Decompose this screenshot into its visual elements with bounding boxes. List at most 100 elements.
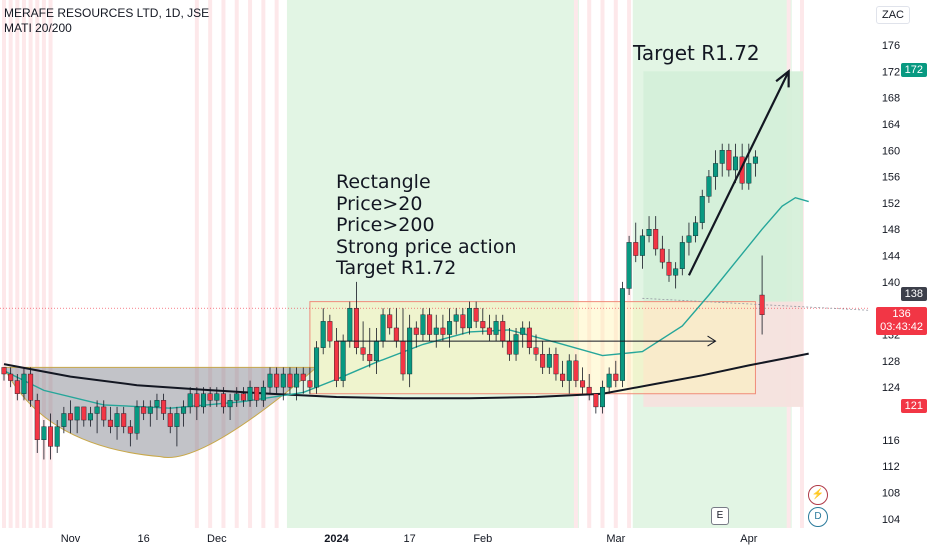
candle (274, 367, 280, 394)
candle-body (134, 406, 140, 434)
target-price-tag: 172 (900, 63, 927, 78)
candle-body (719, 150, 725, 164)
candle (28, 367, 34, 407)
candle-body (653, 229, 659, 250)
candle-body (420, 314, 426, 335)
candle (427, 308, 433, 342)
candle (67, 400, 73, 434)
candle (659, 235, 665, 269)
x-tick-label: Mar (606, 533, 625, 545)
trend-arrowhead (775, 69, 790, 88)
candle (540, 341, 546, 374)
candle (493, 314, 499, 342)
candle (580, 367, 586, 394)
candle-body (94, 406, 100, 414)
candle (646, 216, 652, 243)
candle-body (387, 314, 393, 329)
candle (633, 222, 639, 263)
candle-body (194, 393, 200, 408)
candle-body (726, 150, 732, 171)
candle (101, 400, 107, 427)
bear-zone-band (234, 0, 239, 528)
bear-zone-band (28, 0, 33, 528)
stop-price-tag: 121 (900, 398, 927, 413)
bear-zone-band (8, 0, 13, 528)
ma200-line (3, 352, 809, 400)
candle-body (480, 321, 486, 329)
y-tick-label: 140 (882, 277, 900, 289)
candle-body (154, 400, 160, 408)
x-axis-panel (0, 528, 932, 550)
projection-arrowhead (707, 335, 717, 347)
candle-body (307, 380, 313, 388)
candle-body (207, 393, 213, 401)
candle-body (21, 373, 27, 394)
candle (21, 367, 27, 401)
candle (520, 321, 526, 348)
trend-arrow (687, 70, 790, 276)
candle-body (613, 373, 619, 381)
candle-body (400, 340, 406, 375)
candle-body (533, 347, 539, 355)
candle (606, 367, 612, 394)
candle-body (67, 413, 73, 421)
candle (254, 386, 260, 407)
candle (653, 216, 659, 256)
currency-button[interactable]: ZAC (876, 6, 910, 24)
candle (726, 143, 732, 177)
candle (693, 216, 699, 243)
bear-zone-band (48, 0, 53, 528)
candle (14, 374, 20, 401)
y-axis-panel (870, 0, 932, 550)
x-tick-label: 17 (404, 533, 416, 545)
candle (240, 387, 246, 407)
candle (167, 406, 173, 434)
candle (367, 327, 373, 368)
dividend-badge[interactable]: D (808, 507, 828, 527)
candle (586, 374, 592, 401)
y-tick-label: 152 (882, 198, 900, 210)
candle-body (573, 360, 579, 381)
candle-body (14, 380, 20, 394)
candle (200, 387, 206, 414)
candle-body (586, 386, 592, 394)
bear-zone-band (248, 0, 253, 528)
candle-body (413, 327, 419, 335)
flash-icon[interactable]: ⚡ (808, 485, 828, 505)
candle-body (699, 196, 705, 223)
y-tick-label: 172 (882, 66, 900, 78)
candle-body (639, 235, 645, 256)
candle-body (247, 386, 253, 401)
candle (593, 393, 599, 414)
candle-body (566, 360, 572, 381)
candle (639, 229, 645, 269)
x-tick-label: Dec (207, 533, 227, 545)
candle-body (267, 373, 273, 388)
candle-body (54, 426, 60, 447)
indicator-label[interactable]: MATI 20/200 (4, 21, 72, 35)
candle (387, 308, 393, 335)
candle-body (673, 268, 679, 276)
y-tick-label: 156 (882, 172, 900, 184)
y-tick-label: 176 (882, 40, 900, 52)
candle (194, 387, 200, 421)
candle (87, 406, 93, 427)
candle-body (127, 426, 133, 434)
candle (553, 347, 559, 381)
candle (74, 406, 80, 434)
candle-body (101, 406, 107, 421)
bar-countdown-timer: 03:43:42 (880, 321, 923, 334)
bear-zone-band (221, 0, 226, 528)
candle (300, 367, 306, 394)
candle-body (467, 308, 473, 329)
candle (8, 367, 14, 388)
candle (619, 281, 625, 388)
candle-body (280, 373, 286, 388)
candle-body (260, 386, 266, 401)
candle-body (593, 393, 599, 408)
candle (307, 367, 313, 394)
earnings-badge[interactable]: E (711, 507, 729, 525)
candle-body (214, 393, 220, 401)
y-tick-label: 144 (882, 251, 900, 263)
